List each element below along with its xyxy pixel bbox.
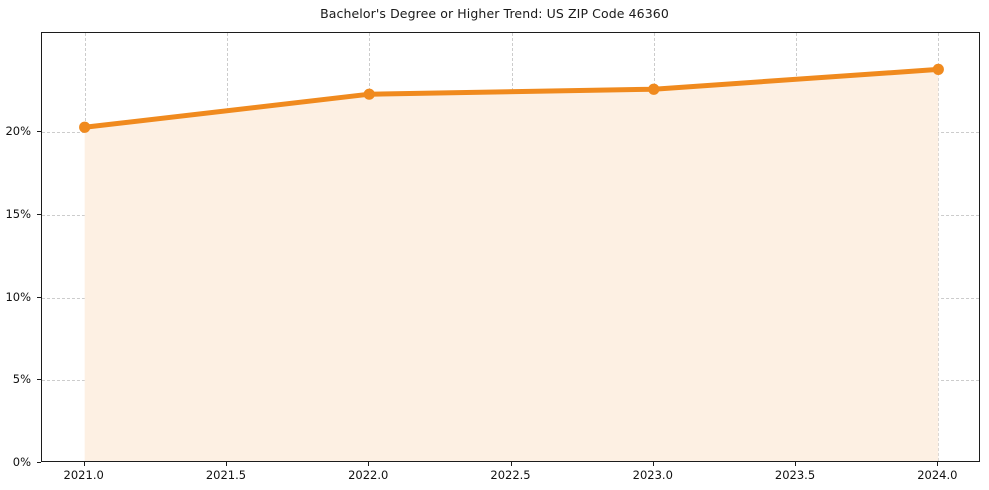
y-tick-mark (37, 131, 41, 133)
x-tick-label: 2023.0 (632, 468, 673, 482)
x-tick-label: 2021.0 (63, 468, 104, 482)
x-axis: 2021.0 2021.5 2022.0 2022.5 2023.0 2023.5 2024… (41, 462, 980, 490)
y-axis: 0% 5% 10% 15% 20% (0, 0, 41, 490)
data-point-marker (932, 63, 944, 75)
y-tick-mark (37, 296, 41, 298)
y-tick-label: 20% (5, 124, 31, 139)
x-tick-mark (937, 462, 939, 466)
data-point-marker (648, 83, 660, 95)
series-area-line (79, 63, 944, 461)
y-tick-label: 0% (12, 455, 31, 469)
x-tick-label: 2022.5 (490, 468, 531, 482)
plot-area (41, 32, 980, 462)
y-tick-mark (37, 213, 41, 215)
x-tick-mark (225, 462, 227, 466)
x-tick-label: 2021.5 (205, 468, 247, 482)
x-tick-label: 2024.0 (917, 468, 958, 482)
data-point-marker (363, 88, 375, 100)
x-tick-label: 2023.5 (774, 468, 816, 482)
y-tick-label: 5% (12, 372, 31, 387)
data-point-markers (79, 63, 944, 133)
y-tick-label: 15% (5, 206, 31, 221)
y-tick-label: 10% (5, 289, 31, 304)
y-tick-mark (37, 379, 41, 381)
x-tick-mark (652, 462, 654, 466)
x-tick-label: 2022.0 (348, 468, 389, 482)
x-tick-mark (368, 462, 370, 466)
trend-line (82, 66, 941, 130)
chart-title: Bachelor's Degree or Higher Trend: US ZI… (320, 6, 669, 21)
gridline-vertical (938, 33, 940, 461)
data-point-marker (79, 121, 91, 133)
x-tick-mark (795, 462, 797, 466)
x-tick-mark (510, 462, 512, 466)
area-fill (84, 69, 939, 461)
y-tick-mark (37, 462, 41, 463)
x-tick-mark (83, 462, 85, 466)
